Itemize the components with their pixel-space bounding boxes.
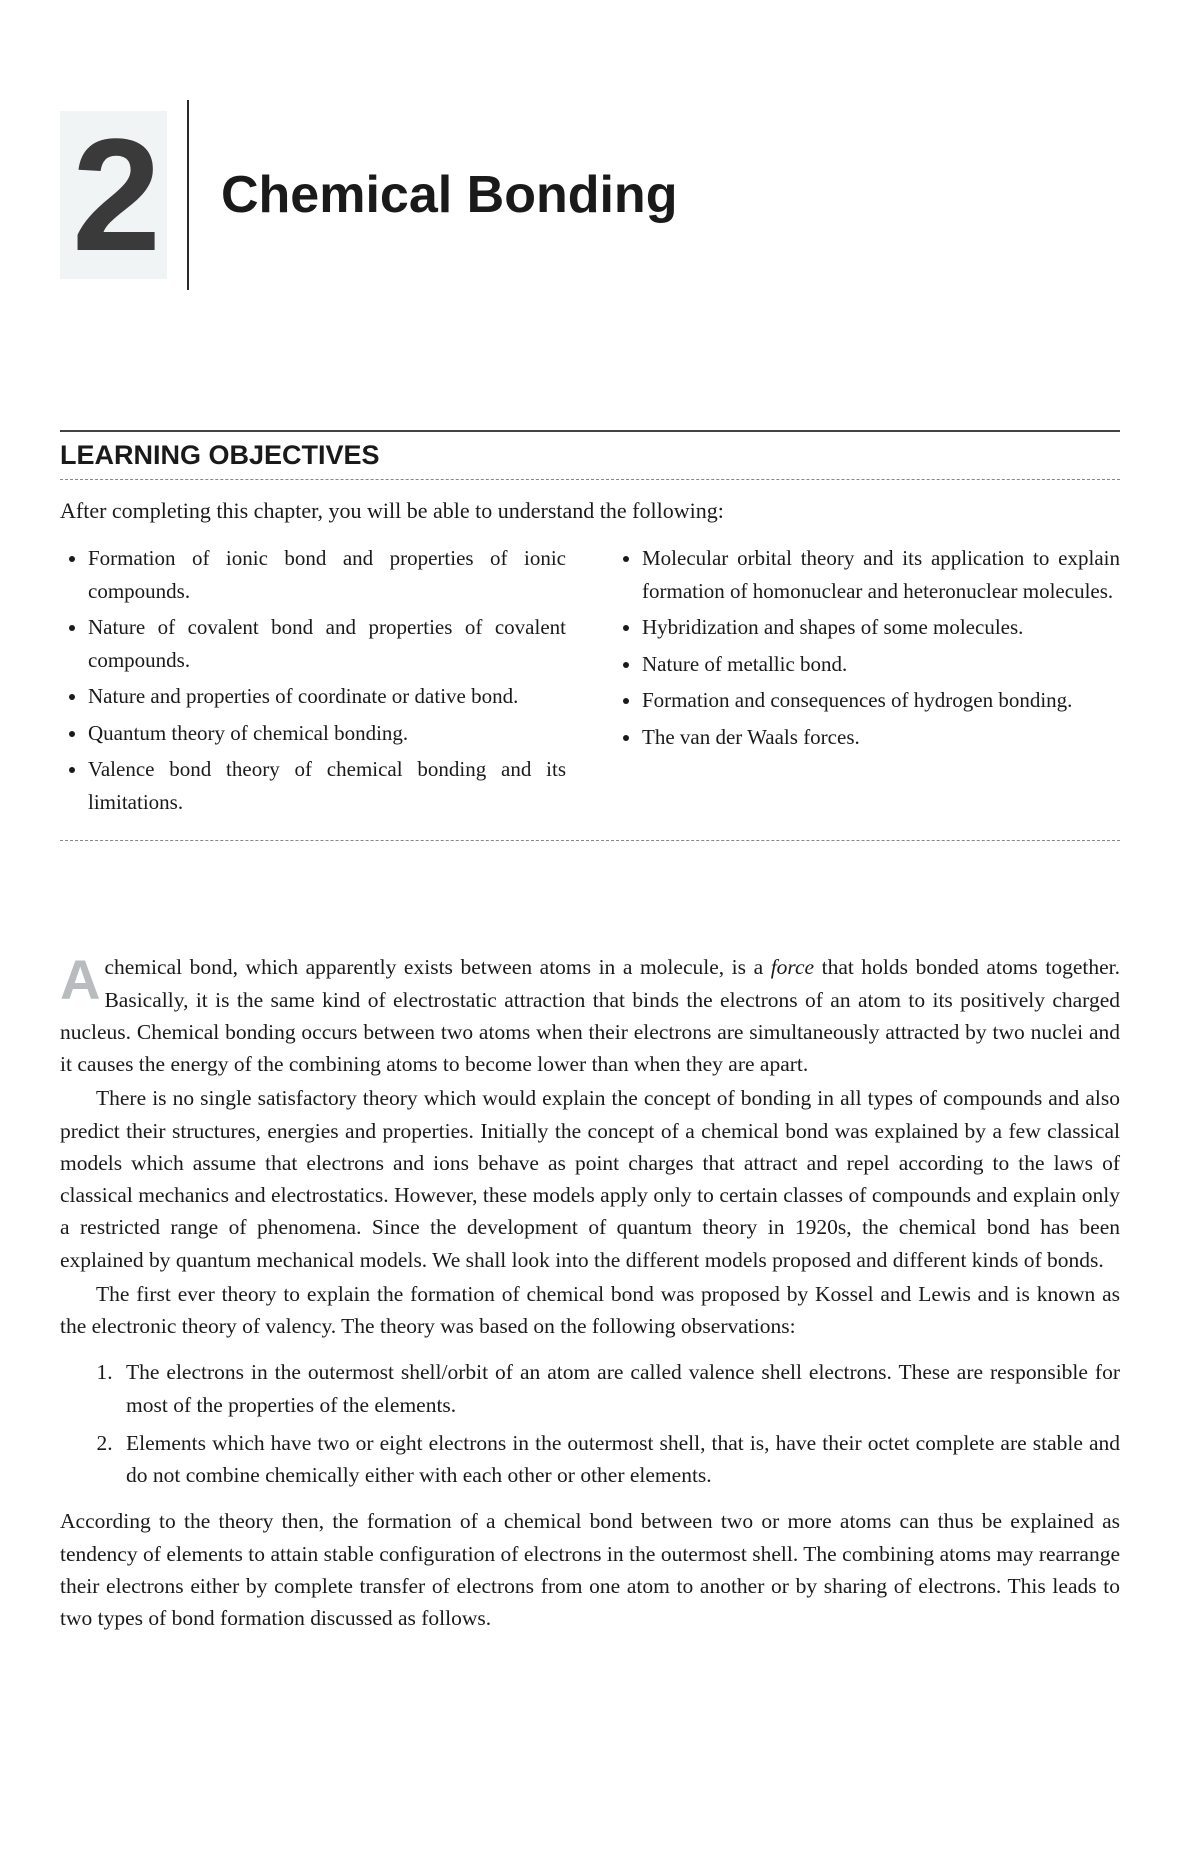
paragraph-1: A chemical bond, which apparently exists… <box>60 951 1120 1080</box>
paragraph-4: According to the theory then, the format… <box>60 1505 1120 1634</box>
learning-objectives-heading: LEARNING OBJECTIVES <box>60 430 1120 480</box>
para1-force: force <box>771 955 814 979</box>
observations-list: The electrons in the outermost shell/orb… <box>60 1356 1120 1491</box>
paragraph-3: The first ever theory to explain the for… <box>60 1278 1120 1343</box>
list-item: Hybridization and shapes of some molecul… <box>642 611 1120 644</box>
list-item: Nature of metallic bond. <box>642 648 1120 681</box>
list-item: Formation of ionic bond and properties o… <box>88 542 566 607</box>
objectives-left-list: Formation of ionic bond and properties o… <box>60 542 566 822</box>
list-item: Nature and properties of coordinate or d… <box>88 680 566 713</box>
list-item: The van der Waals forces. <box>642 721 1120 754</box>
list-item: Elements which have two or eight electro… <box>118 1427 1120 1492</box>
body-text: A chemical bond, which apparently exists… <box>60 951 1120 1634</box>
para1-seg1: chemical bond, which apparently exists b… <box>104 955 770 979</box>
chapter-divider <box>187 100 189 290</box>
list-item: Nature of covalent bond and properties o… <box>88 611 566 676</box>
list-item: Molecular orbital theory and its applica… <box>642 542 1120 607</box>
chapter-title: Chemical Bonding <box>221 165 677 225</box>
list-item: Quantum theory of chemical bonding. <box>88 717 566 750</box>
chapter-number: 2 <box>60 111 167 279</box>
list-item: Formation and consequences of hydrogen b… <box>642 684 1120 717</box>
list-item: The electrons in the outermost shell/orb… <box>118 1356 1120 1421</box>
dropcap: A <box>60 951 104 1005</box>
list-item: Valence bond theory of chemical bonding … <box>88 753 566 818</box>
objectives-intro: After completing this chapter, you will … <box>60 498 1120 524</box>
objectives-columns: Formation of ionic bond and properties o… <box>60 542 1120 841</box>
page: 2 Chemical Bonding LEARNING OBJECTIVES A… <box>0 0 1200 1716</box>
objectives-right-list: Molecular orbital theory and its applica… <box>614 542 1120 822</box>
chapter-header: 2 Chemical Bonding <box>60 100 1120 290</box>
paragraph-2: There is no single satisfactory theory w… <box>60 1082 1120 1276</box>
